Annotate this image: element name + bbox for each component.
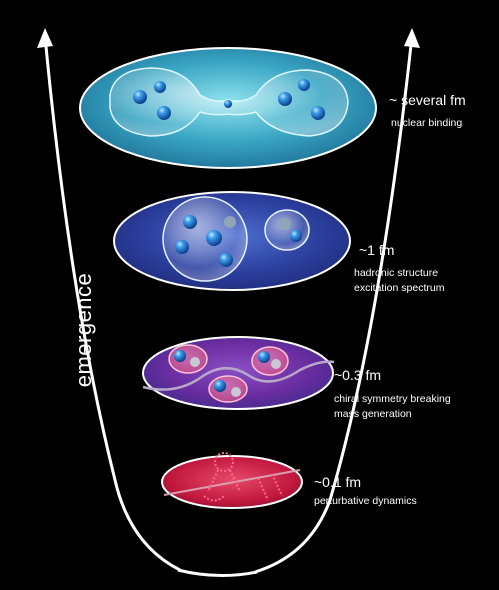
level-2-ellipse xyxy=(113,191,351,291)
funnel-right-curve xyxy=(254,35,414,574)
level-4-description: perturbative dynamics xyxy=(314,495,417,507)
level-1-ellipse xyxy=(79,47,377,169)
level-3-ellipse xyxy=(142,336,335,410)
level-4-scale: ~0.1 fm xyxy=(314,474,362,490)
level-2-description-2: excitation spectrum xyxy=(354,282,445,294)
level-1-scale: ~ several fm xyxy=(389,92,466,108)
emergence-axis-label: emergence xyxy=(71,272,96,388)
level-2-description-1: hadronic structure xyxy=(354,267,439,279)
level-4-ellipse xyxy=(161,452,303,509)
level-3-scale: ~0.3 fm xyxy=(334,367,382,383)
level-3-description-1: chiral symmetry breaking xyxy=(334,393,451,405)
level-3-description-2: mass generation xyxy=(334,408,412,420)
funnel-left-curve xyxy=(43,35,181,572)
arrow-head-left xyxy=(37,28,53,48)
funnel-bottom-curve xyxy=(177,568,258,578)
arrow-head-right xyxy=(404,28,420,48)
level-1-description: nuclear binding xyxy=(391,117,463,129)
level-2-scale: ~1 fm xyxy=(359,242,395,258)
